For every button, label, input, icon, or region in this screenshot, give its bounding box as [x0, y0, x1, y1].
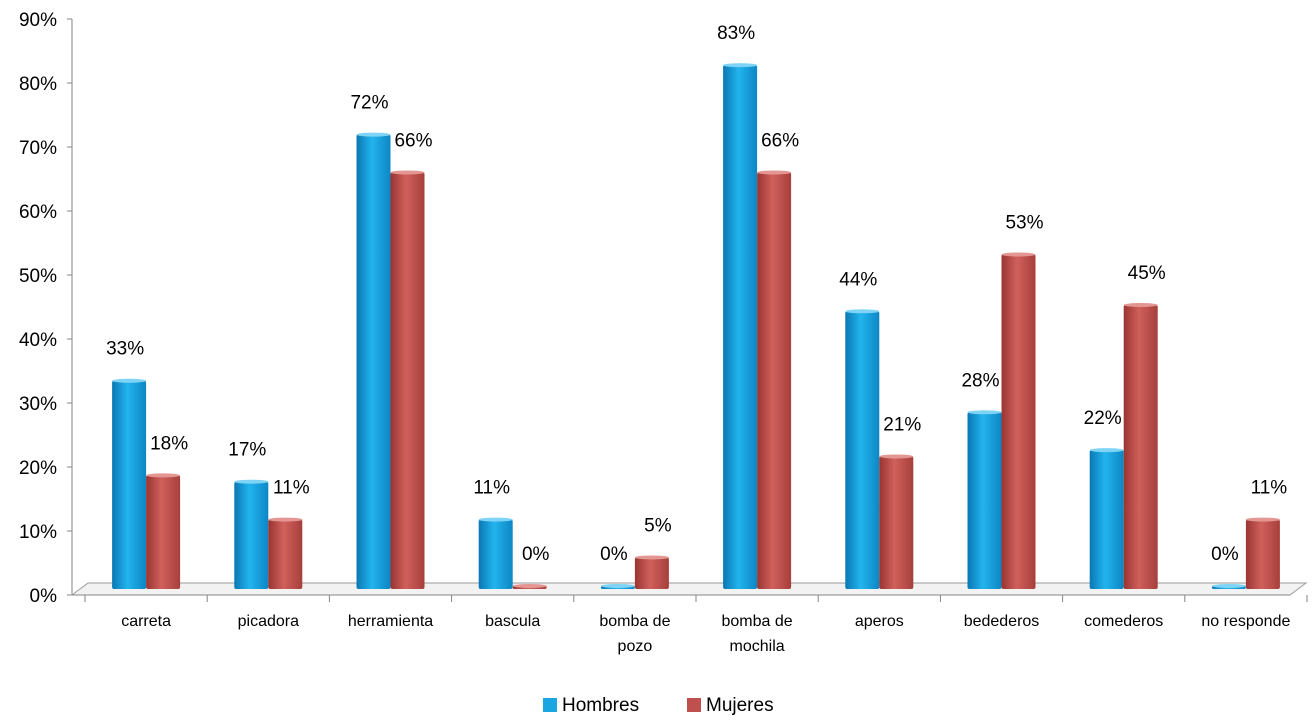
bar-top-mujeres-0 [146, 473, 181, 478]
bar-mujeres-0 [146, 475, 181, 589]
data-label-mujeres: 0% [522, 544, 550, 565]
bar-top-hombres-6 [845, 309, 880, 314]
bar-top-mujeres-8 [1123, 303, 1158, 307]
x-category-label: bomba de [599, 613, 670, 630]
bar-hombres-2 [356, 134, 391, 589]
y-tick-label: 50% [19, 266, 57, 287]
bar-mujeres-2 [390, 172, 425, 589]
bar-hombres-7 [967, 412, 1002, 589]
data-label-hombres: 28% [961, 370, 999, 391]
bar-hombres-6 [845, 311, 880, 589]
bar-hombres-8 [1089, 450, 1124, 589]
y-tick-label: 70% [19, 138, 57, 159]
bar-top-hombres-9 [1211, 584, 1246, 588]
legend-swatch-hombres [543, 698, 557, 712]
x-category-label: carreta [121, 613, 171, 630]
bar-mujeres-5 [757, 172, 792, 589]
bar-hombres-1 [234, 481, 269, 589]
bar-top-mujeres-7 [1001, 252, 1036, 257]
bar-top-hombres-2 [356, 132, 391, 137]
bar-top-hombres-5 [723, 63, 758, 68]
x-category-label: aperos [855, 613, 904, 630]
y-tick-label: 0% [30, 586, 58, 607]
bar-top-hombres-1 [234, 479, 269, 484]
x-category-label: no responde [1201, 613, 1290, 630]
bar-mujeres-6 [879, 456, 914, 589]
data-label-hombres: 0% [1211, 544, 1239, 565]
y-tick-label: 20% [19, 458, 57, 479]
bar-mujeres-8 [1123, 305, 1158, 589]
bar-mujeres-1 [268, 519, 303, 589]
bars [112, 63, 1280, 589]
bar-mujeres-4 [634, 557, 669, 589]
bar-top-hombres-8 [1089, 448, 1124, 453]
bar-mujeres-9 [1245, 519, 1280, 589]
legend-swatch-mujeres [687, 698, 701, 712]
bar-hombres-0 [112, 380, 147, 589]
data-label-mujeres: 21% [883, 414, 921, 435]
data-label-mujeres: 45% [1128, 263, 1166, 284]
y-tick-label: 30% [19, 394, 57, 415]
bar-top-mujeres-9 [1245, 517, 1280, 522]
bar-top-hombres-0 [112, 378, 147, 383]
data-label-hombres: 44% [839, 269, 877, 290]
x-category-label: bascula [485, 613, 540, 630]
bar-top-mujeres-5 [757, 170, 792, 175]
x-category-label: comederos [1084, 613, 1163, 630]
data-label-hombres: 33% [106, 339, 144, 360]
y-tick-label: 10% [19, 522, 57, 543]
data-label-hombres: 11% [473, 478, 510, 499]
data-label-hombres: 0% [600, 544, 628, 565]
data-label-mujeres: 66% [394, 130, 432, 151]
data-label-hombres: 83% [717, 23, 755, 44]
legend-label-mujeres: Mujeres [706, 695, 774, 716]
x-category-label: mochila [730, 638, 785, 655]
data-label-mujeres: 11% [1251, 478, 1288, 499]
x-category-label: herramienta [348, 613, 433, 630]
y-tick-label: 60% [19, 202, 57, 223]
bar-top-mujeres-4 [634, 555, 669, 560]
bar-top-mujeres-2 [390, 170, 425, 175]
bar-hombres-5 [723, 65, 758, 589]
y-tick-label: 40% [19, 330, 57, 351]
data-label-hombres: 72% [350, 93, 388, 114]
bar-top-hombres-3 [478, 517, 513, 522]
data-label-hombres: 22% [1084, 408, 1122, 429]
bar-top-hombres-4 [600, 584, 635, 588]
data-label-mujeres: 66% [761, 130, 799, 151]
legend: Hombres Mujeres [543, 695, 774, 716]
data-labels: 33% 17% 72% 11% 0% 83% 44% 28% 22% 0% 18% 11% 66% 0% 5… [106, 23, 1287, 565]
x-category-label: picadora [238, 613, 299, 630]
x-category-label: bedederos [964, 613, 1040, 630]
legend-label-hombres: Hombres [562, 695, 639, 716]
y-tick-label: 90% [19, 10, 57, 31]
data-label-mujeres: 18% [150, 433, 188, 454]
bar-mujeres-7 [1001, 254, 1036, 589]
y-tick-label: 80% [19, 74, 57, 95]
bar-top-mujeres-3 [512, 584, 547, 588]
bar-top-mujeres-6 [879, 454, 914, 459]
x-category-label: bomba de [722, 613, 793, 630]
data-label-mujeres: 53% [1005, 213, 1043, 234]
x-category-label: pozo [618, 638, 653, 655]
bar-top-mujeres-1 [268, 517, 303, 522]
bar-top-hombres-7 [967, 410, 1002, 415]
data-label-mujeres: 5% [644, 515, 672, 536]
data-label-hombres: 17% [228, 440, 266, 461]
bar-hombres-3 [478, 519, 513, 589]
data-label-mujeres: 11% [273, 478, 310, 499]
